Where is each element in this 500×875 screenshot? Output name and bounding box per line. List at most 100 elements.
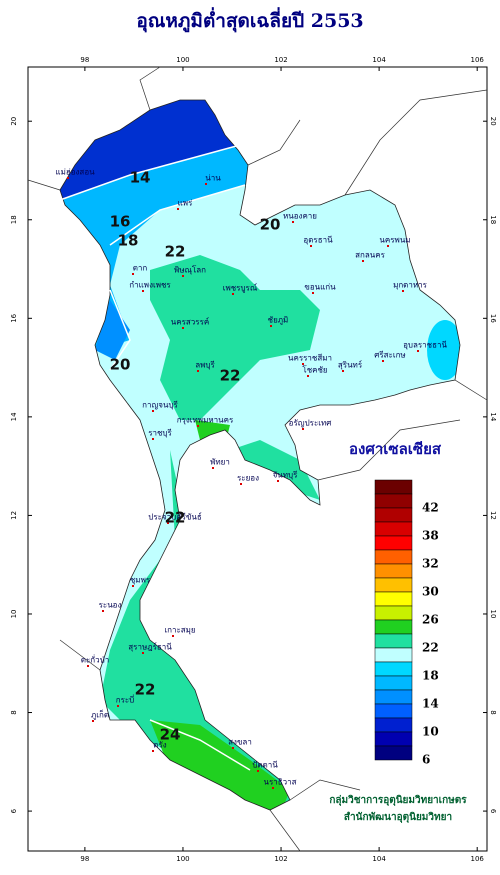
lon-tick-label: 106 xyxy=(471,855,485,863)
lat-tick-label: 20 xyxy=(489,117,497,126)
legend-label: 22 xyxy=(422,641,439,655)
place-label: ประจวบคีรีขันธ์ xyxy=(148,512,202,522)
place-label: โชคชัย xyxy=(302,365,327,375)
station-dot xyxy=(212,467,214,469)
station-dot xyxy=(387,245,389,247)
place-label: แพร่ xyxy=(178,199,193,208)
station-dot xyxy=(102,610,104,612)
place-label: สงขลา xyxy=(228,738,252,747)
isotherm-label: 14 xyxy=(130,169,151,187)
lat-tick-label: 10 xyxy=(489,610,497,619)
legend-label: 30 xyxy=(422,585,439,599)
place-label: ราชบุรี xyxy=(148,429,172,438)
station-dot xyxy=(132,585,134,587)
place-label: พัทยา xyxy=(210,458,230,467)
place-label: ระนอง xyxy=(99,601,122,610)
station-dot xyxy=(270,325,272,327)
station-dot xyxy=(307,375,309,377)
station-dot xyxy=(177,208,179,210)
credit-line: กลุ่มวิชาการอุตุนิยมวิทยาเกษตร xyxy=(329,794,467,806)
station-dot xyxy=(152,438,154,440)
station-dot xyxy=(417,350,419,352)
lat-tick-label: 18 xyxy=(10,215,18,224)
station-dot xyxy=(152,410,154,412)
place-label: นครสวรรค์ xyxy=(171,317,209,327)
station-dot xyxy=(87,665,89,667)
isotherm-label: 20 xyxy=(260,216,281,234)
neighbor-borders xyxy=(27,66,488,852)
station-dot xyxy=(257,770,259,772)
legend-swatch xyxy=(374,675,413,691)
legend-label: 32 xyxy=(422,557,439,571)
isotherm-lines xyxy=(59,144,251,771)
lat-tick-label: 14 xyxy=(489,412,497,421)
isotherm-label: 16 xyxy=(110,213,131,231)
station-dot xyxy=(302,428,304,430)
place-label: กาญจนบุรี xyxy=(142,401,178,410)
lat-tick-label: 12 xyxy=(10,511,18,520)
lon-tick-label: 104 xyxy=(372,855,386,863)
station-dot xyxy=(142,290,144,292)
station-dot xyxy=(277,480,279,482)
place-label: กระบี่ xyxy=(116,694,135,705)
place-label: ภูเก็ต xyxy=(91,710,109,721)
legend-swatch xyxy=(374,535,413,551)
credit-line: สำนักพัฒนาอุตุนิยมวิทยา xyxy=(344,811,452,823)
place-label: ปัตตานี xyxy=(252,761,278,770)
lon-tick-label: 100 xyxy=(176,56,189,64)
legend-swatch xyxy=(374,633,413,649)
place-label: อุดรธานี xyxy=(303,236,333,245)
place-label: ตาก xyxy=(133,264,148,273)
legend-swatch xyxy=(374,563,413,579)
isotherm-label: 22 xyxy=(165,243,186,261)
legend-swatch xyxy=(374,479,413,495)
legend-swatch xyxy=(374,745,413,761)
station-dot xyxy=(310,245,312,247)
place-label: สุราษฎร์ธานี xyxy=(128,642,172,652)
lon-tick-label: 106 xyxy=(471,56,485,64)
legend-swatch xyxy=(374,717,413,733)
place-label: ลพบุรี xyxy=(195,361,215,370)
legend-swatch xyxy=(374,507,413,523)
legend-label: 38 xyxy=(422,529,439,543)
legend-swatch xyxy=(374,619,413,635)
legend-label: 18 xyxy=(422,669,439,683)
place-label: ศรีสะเกษ xyxy=(374,351,405,360)
place-label: ระยอง xyxy=(237,474,259,483)
place-label: ตะกั่วป่า xyxy=(81,654,109,665)
station-dot xyxy=(232,747,234,749)
place-label: จันทบุรี xyxy=(273,471,299,480)
place-label: ขอนแก่น xyxy=(304,283,336,292)
lat-tick-label: 8 xyxy=(10,710,18,714)
legend-swatch xyxy=(374,493,413,509)
station-dot xyxy=(117,705,119,707)
isotherm-label: 24 xyxy=(160,726,181,744)
legend-swatch xyxy=(374,661,413,677)
lon-tick-label: 98 xyxy=(80,56,89,64)
place-label: เกาะสมุย xyxy=(164,626,195,635)
lat-tick-label: 12 xyxy=(489,511,497,520)
lat-tick-label: 16 xyxy=(10,313,18,322)
station-dot xyxy=(182,327,184,329)
legend-swatch xyxy=(374,703,413,719)
lat-tick-label: 18 xyxy=(489,215,497,224)
place-label: พิษณุโลก xyxy=(174,265,206,275)
place-label: อุบลราชธานี xyxy=(403,341,447,350)
map-title: อุณหภูมิต่ำสุดเฉลี่ยปี 2553 xyxy=(136,7,363,33)
place-label: สุรินทร์ xyxy=(338,360,363,370)
isotherm-label: 22 xyxy=(165,509,186,527)
station-dot xyxy=(362,260,364,262)
place-label: กรุงเทพมหานคร xyxy=(177,416,234,425)
place-label: ชุมพร xyxy=(130,576,151,585)
place-label: แม่ฮ่องสอน xyxy=(55,168,95,177)
station-dot xyxy=(342,370,344,372)
lon-tick-label: 102 xyxy=(274,855,287,863)
lon-tick-label: 102 xyxy=(274,56,287,64)
lon-tick-label: 98 xyxy=(80,855,89,863)
station-dot xyxy=(132,273,134,275)
place-label: เพชรบูรณ์ xyxy=(223,283,258,294)
station-dot xyxy=(402,290,404,292)
station-dot xyxy=(167,522,169,524)
station-dot xyxy=(197,370,199,372)
lat-tick-label: 6 xyxy=(489,809,497,814)
